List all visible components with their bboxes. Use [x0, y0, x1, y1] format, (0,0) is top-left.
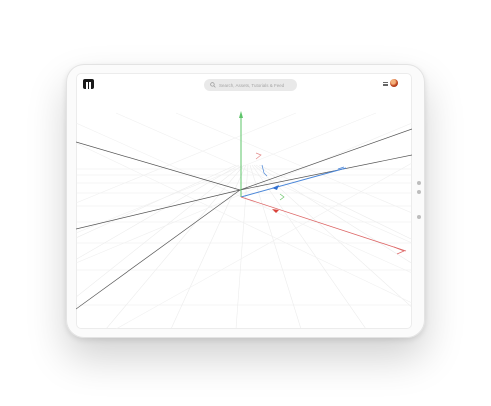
search-input[interactable] [219, 82, 297, 88]
main-grid-lines [76, 128, 412, 310]
menu-icon[interactable] [383, 82, 388, 86]
side-button-3[interactable] [417, 215, 421, 219]
app-screen [76, 73, 412, 329]
top-bar [76, 73, 412, 95]
3d-viewport[interactable] [76, 73, 412, 329]
search-bar[interactable] [204, 79, 297, 91]
tablet-frame [66, 64, 425, 338]
side-button-1[interactable] [417, 181, 421, 185]
axis-y [239, 111, 243, 197]
side-button-2[interactable] [417, 190, 421, 194]
axis-x [240, 196, 407, 255]
user-avatar[interactable] [390, 79, 398, 87]
grid [76, 112, 412, 329]
axis-z [240, 167, 347, 198]
brand-logo-icon[interactable] [83, 79, 94, 89]
search-icon [210, 82, 216, 88]
axis-labels [255, 152, 345, 201]
